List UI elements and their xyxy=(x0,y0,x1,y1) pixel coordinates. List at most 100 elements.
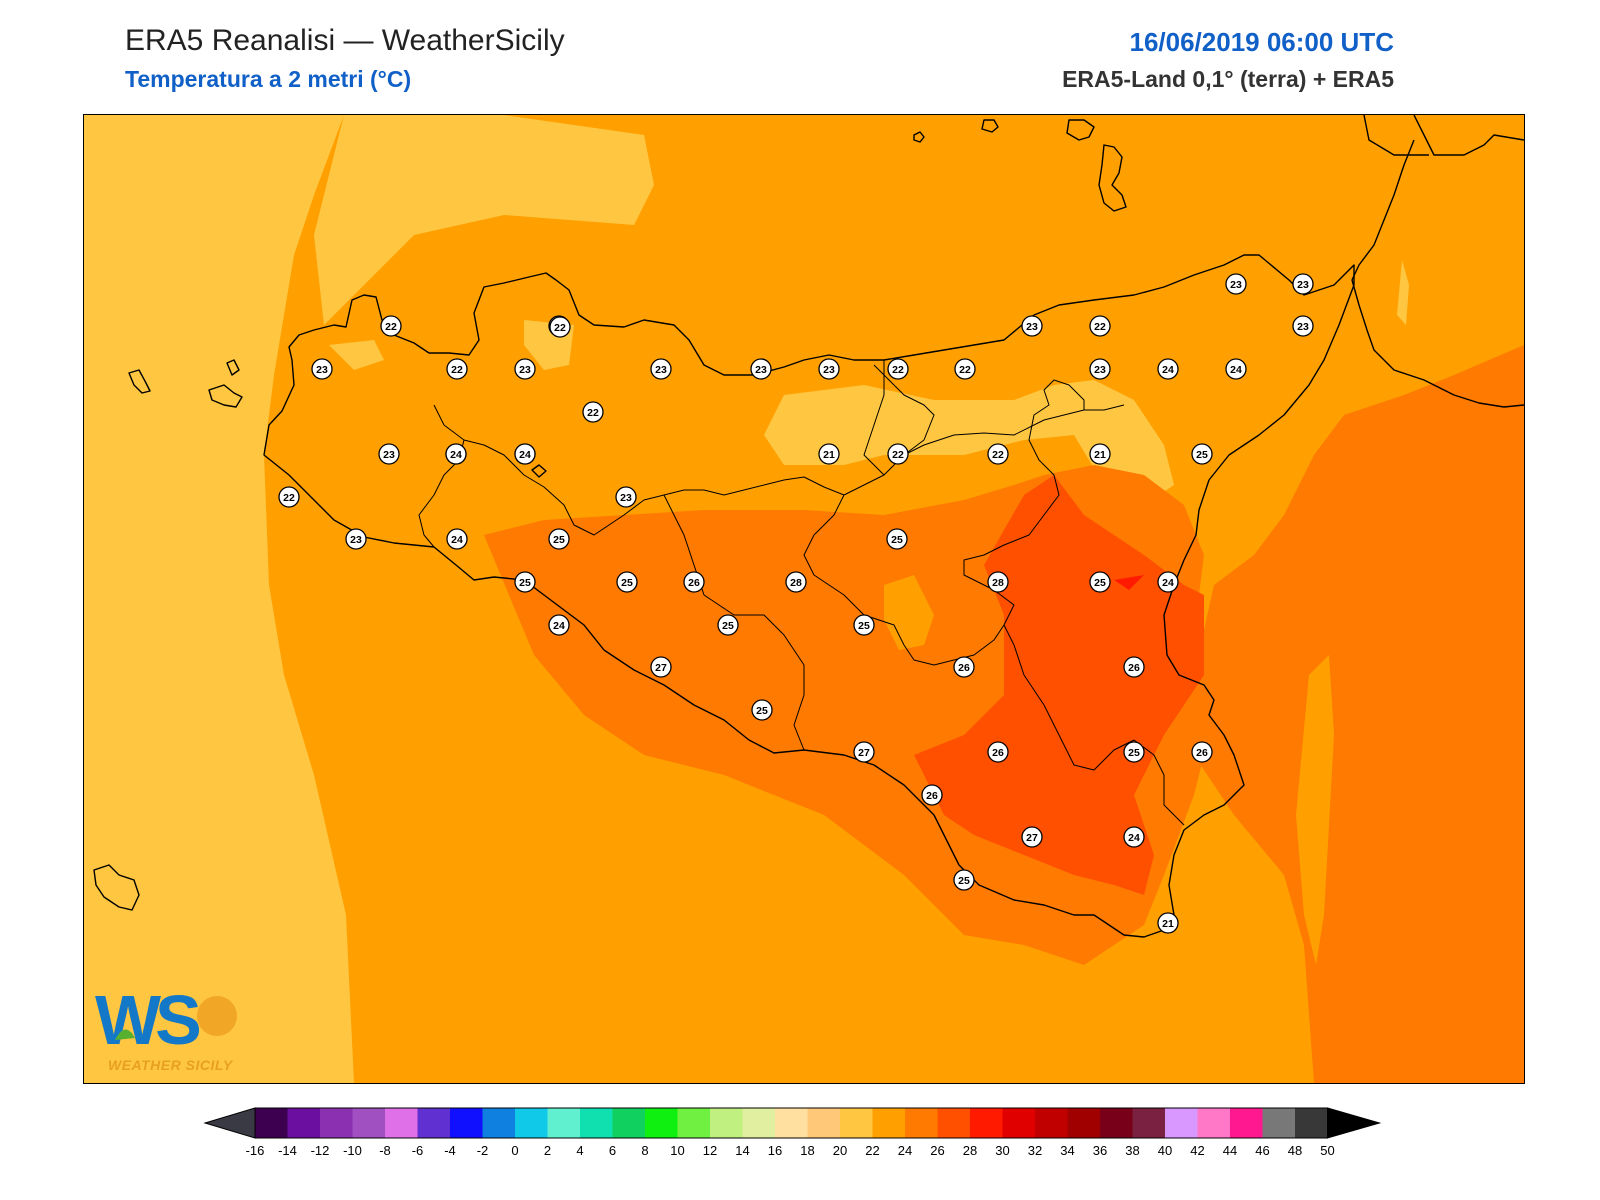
station-marker[interactable]: 26 xyxy=(683,571,705,593)
station-marker[interactable]: 26 xyxy=(1191,741,1213,763)
station-marker[interactable]: 21 xyxy=(1157,912,1179,934)
colorbar-tick-label: 2 xyxy=(544,1143,551,1158)
station-marker[interactable]: 24 xyxy=(1123,826,1145,848)
station-marker[interactable]: 22 xyxy=(549,316,571,338)
station-marker[interactable]: 24 xyxy=(548,614,570,636)
station-marker[interactable]: 26 xyxy=(921,784,943,806)
station-circle xyxy=(987,571,1009,593)
colorbar-tick-label: 26 xyxy=(930,1143,944,1158)
station-marker[interactable]: 26 xyxy=(987,741,1009,763)
station-marker[interactable]: 22 xyxy=(1089,315,1111,337)
station-marker[interactable]: 23 xyxy=(1292,315,1314,337)
station-marker[interactable]: 24 xyxy=(1225,358,1247,380)
station-marker[interactable]: 23 xyxy=(650,358,672,380)
stations-layer: 22 22 23 22 23 23 22 23 22 23 22 23 22 23 23 22 22 23 23 24… xyxy=(278,273,1314,934)
station-marker[interactable]: 24 xyxy=(445,443,467,465)
station-value: 24 xyxy=(451,534,463,546)
station-marker[interactable]: 21 xyxy=(818,443,840,465)
station-marker[interactable]: 24 xyxy=(1157,571,1179,593)
colorbar-tick-label: 24 xyxy=(898,1143,912,1158)
station-marker[interactable]: 23 xyxy=(1292,273,1314,295)
colorbar-swatch xyxy=(612,1108,646,1138)
station-marker[interactable]: 27 xyxy=(1021,826,1043,848)
station-value: 22 xyxy=(992,449,1004,461)
colorbar-tick-label: -2 xyxy=(477,1143,489,1158)
station-value: 24 xyxy=(1162,577,1174,589)
station-circle xyxy=(650,656,672,678)
station-marker[interactable]: 23 xyxy=(1225,273,1247,295)
logo-letters: WS xyxy=(95,981,199,1059)
station-value: 25 xyxy=(1196,449,1208,461)
station-circle xyxy=(1191,741,1213,763)
colorbar-swatch xyxy=(255,1108,288,1138)
station-marker[interactable]: 23 xyxy=(818,358,840,380)
station-marker[interactable]: 28 xyxy=(785,571,807,593)
station-marker[interactable]: 21 xyxy=(1089,443,1111,465)
station-marker[interactable]: 23 xyxy=(615,486,637,508)
station-marker[interactable]: 25 xyxy=(953,869,975,891)
station-marker[interactable]: 25 xyxy=(514,571,536,593)
colorbar-tick-label: 34 xyxy=(1060,1143,1074,1158)
station-marker[interactable]: 22 xyxy=(278,486,300,508)
station-marker[interactable]: 23 xyxy=(1089,358,1111,380)
field-hottest-spot xyxy=(1114,575,1144,590)
station-marker[interactable]: 23 xyxy=(1021,315,1043,337)
station-marker[interactable]: 23 xyxy=(311,358,333,380)
station-marker[interactable]: 22 xyxy=(954,358,976,380)
colorbar-ticks: -16 -14 -12 -10 -8 -6 -4 -2 0 2 4 6 8 10 12 14 16 18 20 22 2… xyxy=(246,1143,1335,1158)
station-circle xyxy=(987,443,1009,465)
station-marker[interactable]: 22 xyxy=(887,358,909,380)
station-marker[interactable]: 25 xyxy=(1123,741,1145,763)
temperature-map[interactable]: 22 22 23 22 23 23 22 23 22 23 22 23 22 23 23 22 22 23 23 24… xyxy=(83,114,1525,1084)
station-marker[interactable]: 22 xyxy=(380,315,402,337)
station-marker[interactable]: 26 xyxy=(953,656,975,678)
station-marker[interactable]: 26 xyxy=(1123,656,1145,678)
station-value: 26 xyxy=(958,662,970,674)
field-east-warm[interactable] xyxy=(1194,345,1524,1083)
station-value: 24 xyxy=(553,620,565,632)
station-circle xyxy=(818,443,840,465)
station-marker[interactable]: 28 xyxy=(987,571,1009,593)
station-circle xyxy=(650,358,672,380)
station-value: 28 xyxy=(992,577,1004,589)
colorbar-swatch xyxy=(450,1108,483,1138)
island-favignana xyxy=(208,384,243,408)
station-marker[interactable]: 24 xyxy=(514,443,536,465)
station-marker[interactable]: 22 xyxy=(887,443,909,465)
station-marker[interactable]: 23 xyxy=(345,528,367,550)
station-marker[interactable]: 25 xyxy=(751,699,773,721)
station-value: 23 xyxy=(1297,279,1309,291)
station-marker[interactable]: 27 xyxy=(650,656,672,678)
station-marker[interactable]: 23 xyxy=(514,358,536,380)
colorbar-swatch xyxy=(710,1108,743,1138)
station-circle xyxy=(514,443,536,465)
island-levanzo xyxy=(226,359,240,376)
station-marker[interactable]: 23 xyxy=(750,358,772,380)
station-marker[interactable]: 25 xyxy=(853,614,875,636)
station-marker[interactable]: 27 xyxy=(853,741,875,763)
station-circle xyxy=(616,571,638,593)
station-marker[interactable]: 25 xyxy=(886,528,908,550)
colorbar-swatch xyxy=(385,1108,418,1138)
station-marker[interactable]: 25 xyxy=(616,571,638,593)
station-marker[interactable]: 25 xyxy=(1089,571,1111,593)
station-value: 22 xyxy=(892,449,904,461)
island-salina xyxy=(981,119,999,133)
station-marker[interactable]: 22 xyxy=(582,401,604,423)
station-marker[interactable]: 25 xyxy=(717,614,739,636)
station-circle xyxy=(1089,443,1111,465)
station-circle xyxy=(785,571,807,593)
colorbar-tick-label: 6 xyxy=(609,1143,616,1158)
station-marker[interactable]: 24 xyxy=(1157,358,1179,380)
station-marker[interactable]: 25 xyxy=(1191,443,1213,465)
colorbar-arrow-low xyxy=(203,1107,256,1139)
station-marker[interactable]: 23 xyxy=(378,443,400,465)
station-marker[interactable]: 24 xyxy=(446,528,468,550)
field-north-cool xyxy=(314,115,654,325)
station-marker[interactable]: 25 xyxy=(548,528,570,550)
coastlines xyxy=(93,115,1524,938)
station-circle xyxy=(751,699,773,721)
station-marker[interactable]: 22 xyxy=(446,358,468,380)
station-value: 26 xyxy=(1196,747,1208,759)
station-marker[interactable]: 22 xyxy=(987,443,1009,465)
